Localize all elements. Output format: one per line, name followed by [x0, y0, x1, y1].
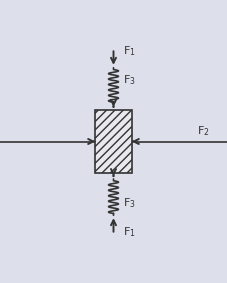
Text: F$_3$: F$_3$ — [123, 73, 135, 87]
Text: F$_1$: F$_1$ — [123, 44, 135, 58]
Text: F$_3$: F$_3$ — [123, 196, 135, 210]
Bar — [95, 110, 132, 173]
Text: F$_2$: F$_2$ — [197, 125, 210, 138]
Text: F$_1$: F$_1$ — [123, 225, 135, 239]
